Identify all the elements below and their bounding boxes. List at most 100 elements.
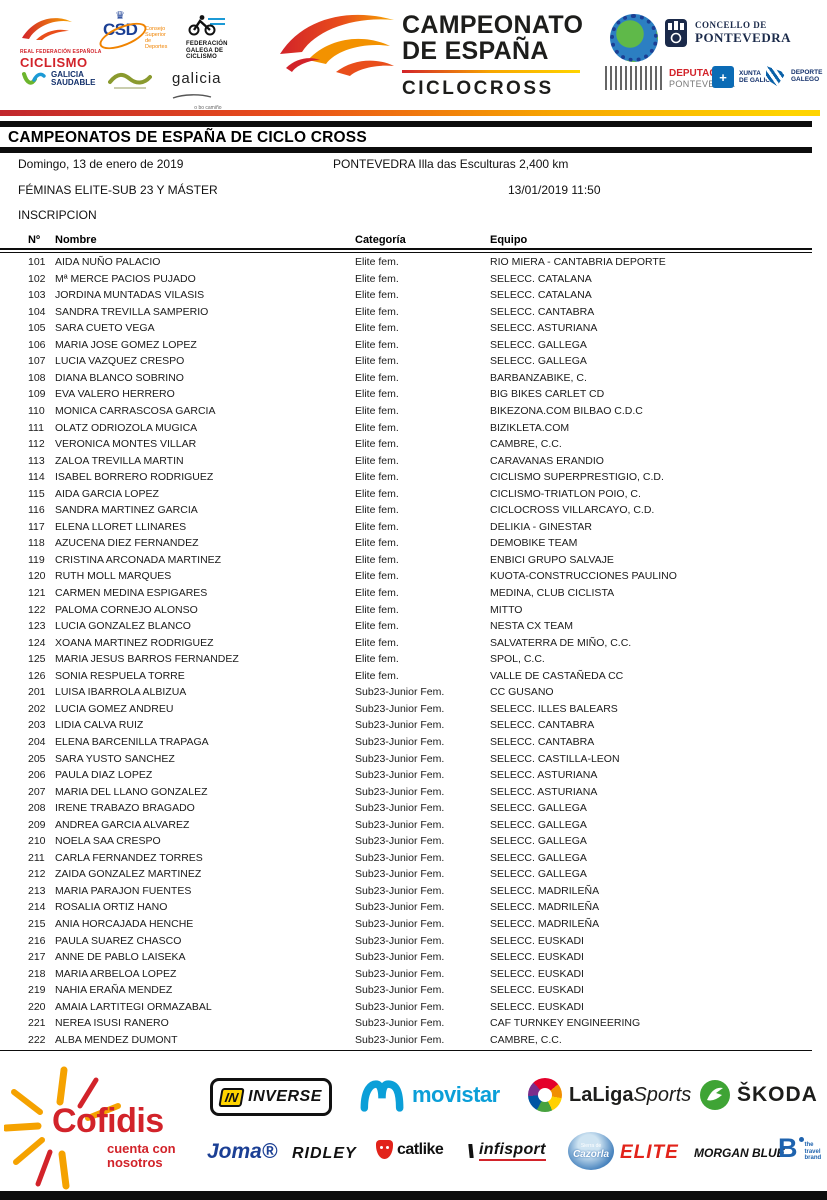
cell-name: JORDINA MUNTADAS VILASIS — [55, 289, 205, 302]
cell-category: Elite fem. — [355, 669, 399, 682]
galicia-saudable-logo: GALICIA SAUDABLE — [22, 70, 95, 88]
cell-name: CRISTINA ARCONADA MARTINEZ — [55, 553, 222, 566]
cell-category: Elite fem. — [355, 603, 399, 616]
cell-number: 112 — [28, 438, 45, 451]
cell-number: 216 — [28, 934, 46, 947]
movistar-m-icon — [360, 1080, 404, 1112]
cell-number: 211 — [28, 851, 45, 864]
btravel-b-label: B — [778, 1133, 803, 1163]
table-row: 118 AZUCENA DIEZ FERNANDEZ Elite fem. DEMOB… — [0, 535, 812, 552]
cell-number: 111 — [28, 421, 44, 434]
cell-category: Sub23-Junior Fem. — [355, 851, 445, 864]
cell-team: SELECC. GALLEGA — [490, 868, 587, 881]
cell-team: SALVATERRA DE MIÑO, C.C. — [490, 636, 632, 649]
concello-pontevedra-logo: CONCELLO DE PONTEVEDRA — [664, 18, 791, 48]
cell-team: CARAVANAS ERANDIO — [490, 454, 604, 467]
rfec-logo: REAL FEDERACIÓN ESPAÑOLA CICLISMO — [20, 12, 102, 70]
deputacion-pontevedra-logo: DEPUTACIÓN PONTEVEDRA — [605, 66, 735, 90]
cell-team: BIZIKLETA.COM — [490, 421, 570, 434]
cell-team: MITTO — [490, 603, 523, 616]
green-wave-icon — [108, 72, 152, 89]
cell-category: Sub23-Junior Fem. — [355, 835, 445, 848]
flag-gradient-bar — [0, 110, 820, 116]
cell-name: AMAIA LARTITEGI ORMAZABAL — [55, 1000, 212, 1013]
cell-category: Elite fem. — [355, 487, 399, 500]
concello-line2: PONTEVEDRA — [695, 30, 792, 45]
table-row: 115 AIDA GARCIA LOPEZ Elite fem. CICLISMO-T… — [0, 486, 812, 503]
table-row: 219 NAHIA ERAÑA MENDEZ Sub23-Junior Fem. SE… — [0, 982, 812, 999]
cell-number: 126 — [28, 669, 46, 682]
cell-category: Elite fem. — [355, 322, 399, 335]
catlike-logo: catlike — [376, 1140, 444, 1159]
cell-team: SELECC. ILLES BALEARS — [490, 702, 618, 715]
galicia-saudable-line1: GALICIA — [51, 70, 84, 79]
cell-team: SELECC. CANTABRA — [490, 719, 595, 732]
cell-category: Elite fem. — [355, 338, 399, 351]
skoda-name-label: ŠKODA — [737, 1083, 818, 1106]
deporte-galego-logo: DEPORTE GALEGO — [766, 66, 822, 86]
cell-name: SANDRA TREVILLA SAMPERIO — [55, 305, 209, 318]
cell-team: SELECC. ASTURIANA — [490, 785, 598, 798]
table-row: 111 OLATZ ODRIOZOLA MUGICA Elite fem. BIZIK… — [0, 420, 812, 437]
table-row: 211 CARLA FERNANDEZ TORRES Sub23-Junior Fe… — [0, 850, 812, 867]
cell-number: 101 — [28, 256, 46, 268]
cell-number: 119 — [28, 553, 45, 566]
cell-name: ROSALIA ORTIZ HANO — [55, 901, 168, 914]
cell-number: 116 — [28, 504, 45, 517]
cell-team: BIKEZONA.COM BILBAO C.D.C — [490, 404, 643, 417]
cell-number: 122 — [28, 603, 46, 616]
campeonato-divider — [402, 70, 580, 73]
cell-number: 206 — [28, 769, 46, 782]
table-row: 120 RUTH MOLL MARQUES Elite fem. KUOTA-CONS… — [0, 568, 812, 585]
cell-team: MEDINA, CLUB CICLISTA — [490, 587, 615, 599]
cell-team: CAMBRE, C.C. — [490, 1033, 562, 1046]
csd-logo: ♛ CSD Consejo Superior de Deportes — [96, 11, 173, 55]
cell-category: Elite fem. — [355, 438, 399, 451]
cell-category: Sub23-Junior Fem. — [355, 769, 445, 782]
cell-category: Elite fem. — [355, 653, 399, 666]
btravel-logo: B the travel brand — [778, 1133, 827, 1163]
table-row: 220 AMAIA LARTITEGI ORMAZABAL Sub23-Junior… — [0, 999, 812, 1016]
table-row: 204 ELENA BARCENILLA TRAPAGA Sub23-Junior … — [0, 734, 812, 751]
table-body: 101 AIDA NUÑO PALACIO Elite fem. RIO MIERA … — [0, 254, 812, 1049]
cell-team: RIO MIERA - CANTABRIA DEPORTE — [490, 256, 666, 268]
cell-name: CARMEN MEDINA ESPIGARES — [55, 587, 208, 599]
cell-number: 114 — [28, 471, 45, 484]
table-row: 108 DIANA BLANCO SOBRINO Elite fem. BARBANZ… — [0, 370, 812, 387]
cell-category: Sub23-Junior Fem. — [355, 1000, 445, 1013]
circular-badge-logo — [610, 14, 658, 62]
cell-number: 103 — [28, 289, 46, 302]
cell-name: SONIA RESPUELA TORRE — [55, 669, 185, 682]
cell-name: ELENA LLORET LLINARES — [55, 520, 187, 533]
table-row: 104 SANDRA TREVILLA SAMPERIO Elite fem. SEL… — [0, 304, 812, 321]
cell-category: Elite fem. — [355, 570, 399, 583]
cell-number: 217 — [28, 951, 46, 964]
cofidis-logo: Cofidis cuenta con nosotros — [4, 1062, 204, 1190]
cell-number: 123 — [28, 620, 46, 633]
cell-name: LUCIA GOMEZ ANDREU — [55, 702, 174, 715]
xunta-de-galicia-logo: + XUNTA DE GALICIA — [712, 66, 777, 88]
table-row: 202 LUCIA GOMEZ ANDREU Sub23-Junior Fem. SE… — [0, 701, 812, 718]
concello-crest-icon — [665, 19, 687, 47]
cofidis-sun-icon — [4, 1066, 121, 1190]
cell-name: AIDA GARCIA LOPEZ — [55, 487, 159, 500]
cell-team: SELECC. EUSKADI — [490, 934, 584, 947]
cell-number: 210 — [28, 835, 46, 848]
galicia-bo-camino-logo: galicia o bo camiño — [172, 70, 222, 111]
cell-number: 106 — [28, 338, 46, 351]
cell-number: 125 — [28, 653, 46, 666]
cell-number: 208 — [28, 802, 46, 815]
cell-name: SANDRA MARTINEZ GARCIA — [55, 504, 198, 517]
xunta-line1: XUNTA — [739, 70, 761, 77]
cell-name: LUCIA VAZQUEZ CRESPO — [55, 355, 185, 368]
table-row: 201 LUISA IBARROLA ALBIZUA Sub23-Junior Fe… — [0, 684, 812, 701]
morgan-blue-logo: MORGAN BLUE — [694, 1146, 785, 1160]
cell-name: ALBA MENDEZ DUMONT — [55, 1033, 178, 1046]
cell-category: Sub23-Junior Fem. — [355, 884, 445, 897]
cazorla-name-label: Cazorla — [572, 1148, 610, 1160]
table-row: 113 ZALOA TREVILLA MARTIN Elite fem. CARAVA… — [0, 453, 812, 470]
table-row: 116 SANDRA MARTINEZ GARCIA Elite fem. CICLO… — [0, 502, 812, 519]
table-bottom-rule — [0, 1050, 812, 1051]
cell-team: SELECC. GALLEGA — [490, 355, 587, 368]
